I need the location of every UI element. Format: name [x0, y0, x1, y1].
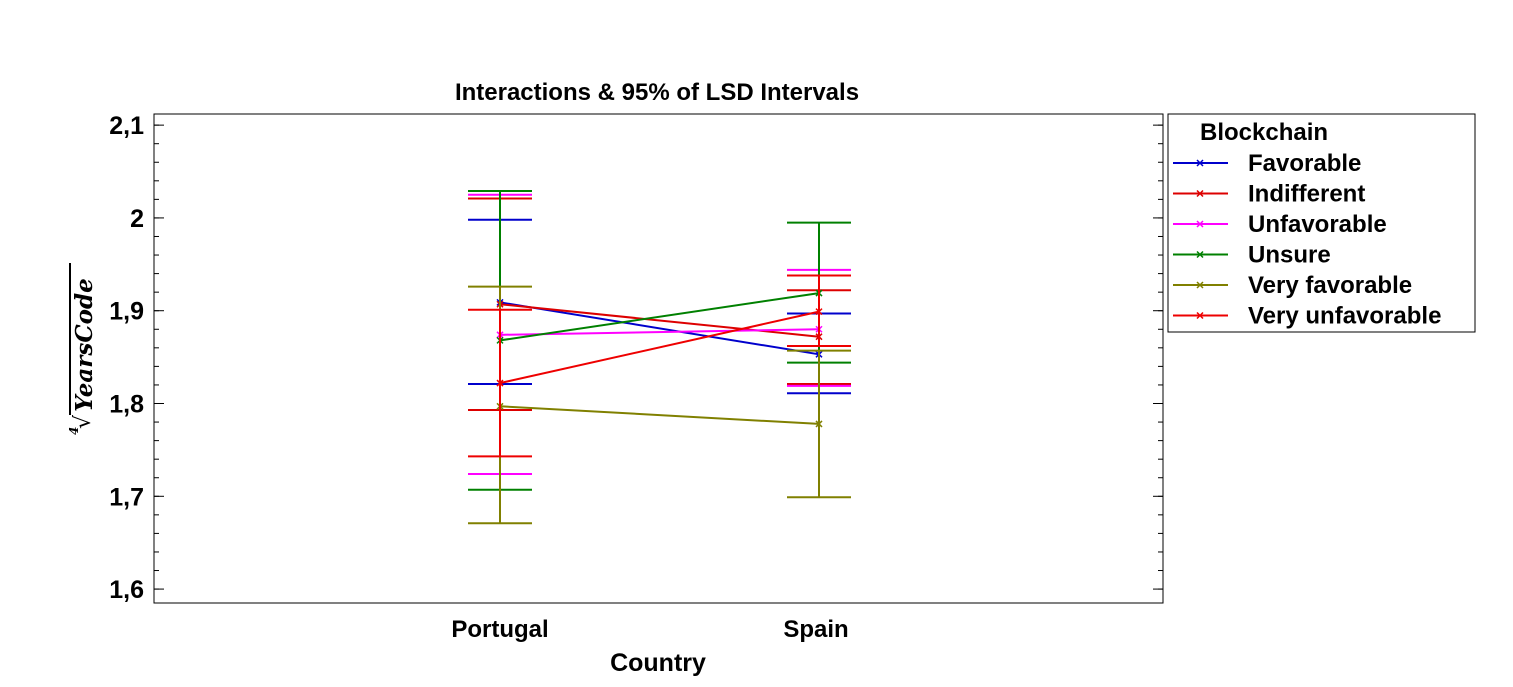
data-point [815, 420, 823, 428]
legend-marker [1196, 250, 1204, 259]
legend-entry: Very unfavorable [1173, 303, 1441, 330]
y-tick-label: 1,6 [109, 576, 144, 604]
chart-title: Interactions & 95% of LSD Intervals [455, 79, 859, 106]
y-axis-label-text: YearsCode [71, 278, 98, 411]
data-series [468, 190, 851, 525]
axis-ticks: 1,6 1,7 1,8 1,9 2 2,1 [109, 112, 1163, 604]
legend-label: Favorable [1248, 150, 1361, 177]
legend-entry: Unsure [1173, 242, 1331, 269]
legend-label: Indifferent [1248, 181, 1365, 208]
legend-marker [1196, 189, 1204, 198]
legend-entry: Very favorable [1173, 272, 1412, 299]
y-axis-label: YearsCode √ 4 [67, 263, 98, 435]
series-very-favorable [468, 285, 851, 525]
legend-title: Blockchain [1200, 119, 1328, 146]
interaction-line [499, 405, 820, 425]
data-point [815, 308, 823, 316]
legend-marker [1196, 220, 1204, 228]
series-very-unfavorable [468, 274, 851, 458]
legend-entry: Unfavorable [1173, 211, 1387, 238]
y-axis-radical-sign: √ [71, 414, 96, 429]
legend-label: Very unfavorable [1248, 303, 1441, 330]
interaction-line [499, 328, 820, 336]
y-tick-label: 1,7 [109, 483, 144, 511]
y-tick-label: 1,8 [109, 391, 144, 419]
legend-entries: Favorable Indifferent Unfavorable Unsure Ver… [1173, 150, 1441, 330]
interaction-line [499, 303, 820, 338]
interaction-line [499, 292, 820, 342]
interaction-line [499, 301, 820, 356]
x-axis-label: Country [610, 649, 706, 677]
legend-label: Very favorable [1248, 272, 1412, 299]
y-tick-label: 2,1 [109, 112, 144, 140]
plot-frame [153, 113, 1164, 604]
y-tick-label: 1,9 [109, 298, 144, 326]
legend-marker [1196, 281, 1204, 289]
legend-marker [1196, 311, 1204, 320]
legend-label: Unsure [1248, 242, 1331, 269]
y-axis-root-index: 4 [67, 427, 81, 435]
data-point [496, 379, 504, 387]
x-tick-label-portugal: Portugal [451, 616, 548, 643]
interaction-line [499, 310, 820, 385]
legend-label: Unfavorable [1248, 211, 1387, 238]
legend-entry: Indifferent [1173, 181, 1365, 208]
y-tick-label: 2 [130, 205, 144, 233]
legend-marker [1196, 159, 1204, 167]
series-unsure [468, 190, 851, 491]
x-tick-label-spain: Spain [783, 616, 848, 643]
legend-entry: Favorable [1173, 150, 1361, 177]
legend: Blockchain Favorable Indifferent Unfavorab… [1167, 113, 1476, 333]
